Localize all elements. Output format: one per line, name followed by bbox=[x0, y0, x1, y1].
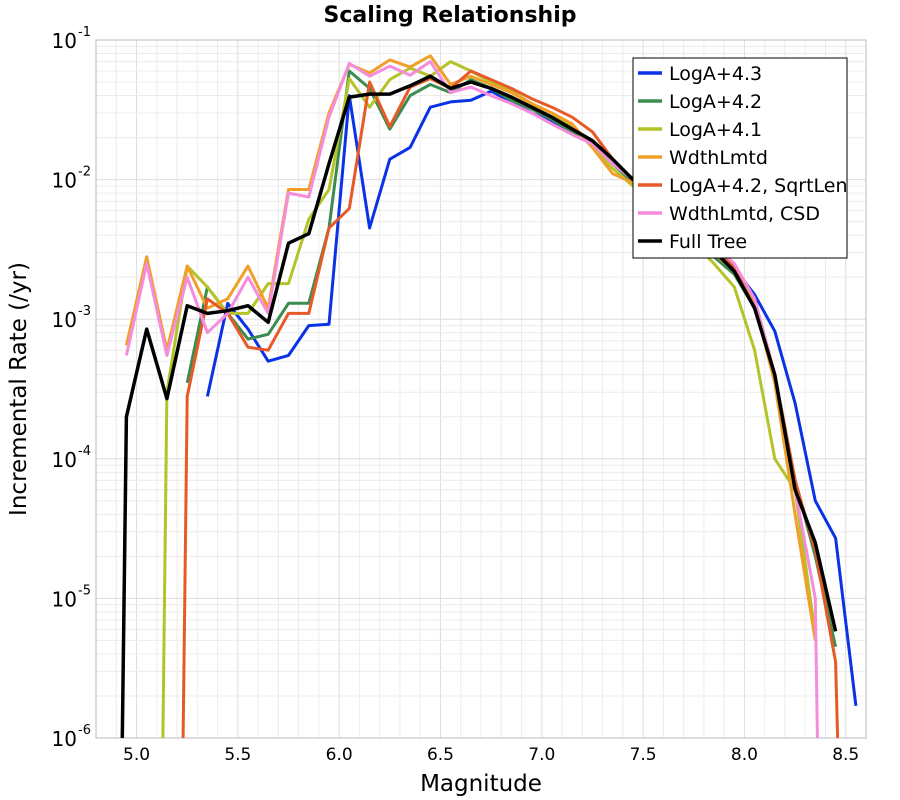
y-tick-label: 10 bbox=[52, 727, 77, 751]
y-tick-exponent: -4 bbox=[78, 444, 91, 459]
plot-area bbox=[95, 39, 867, 739]
y-tick-label: 10 bbox=[52, 448, 77, 472]
series-line-2 bbox=[185, 69, 838, 648]
y-tick-exponent: -6 bbox=[78, 723, 91, 738]
legend-label: LogA+4.2 bbox=[669, 91, 762, 113]
y-tick-label: 10 bbox=[52, 29, 77, 53]
chart-title: Scaling Relationship bbox=[323, 3, 576, 28]
y-tick-label: 10 bbox=[52, 308, 77, 332]
legend: LogA+4.3 LogA+4.2 LogA+4.1 WdthLmtd LogA+4.2… bbox=[632, 57, 848, 259]
legend-label: WdthLmtd, CSD bbox=[669, 203, 820, 225]
legend-box bbox=[632, 57, 848, 259]
x-tick-label: 6.0 bbox=[326, 745, 353, 765]
legend-label: LogA+4.3 bbox=[669, 63, 762, 85]
y-tick-exponent: -5 bbox=[78, 583, 91, 598]
legend-label: LogA+4.2, SqrtLen bbox=[669, 175, 848, 197]
legend-label: Full Tree bbox=[669, 231, 747, 253]
legend-label: WdthLmtd bbox=[669, 147, 768, 169]
y-tick-label: 10 bbox=[52, 169, 77, 193]
x-tick-label: 6.5 bbox=[427, 745, 454, 765]
x-tick-label: 8.0 bbox=[731, 745, 758, 765]
y-axis-ticks: 10-610-510-410-310-210-1 bbox=[52, 25, 91, 751]
x-axis-label: Magnitude bbox=[420, 771, 542, 797]
x-tick-label: 5.0 bbox=[123, 745, 150, 765]
grid bbox=[95, 40, 867, 739]
y-axis-label: Incremental Rate (/yr) bbox=[6, 262, 32, 516]
y-tick-exponent: -2 bbox=[78, 165, 91, 180]
x-tick-label: 8.5 bbox=[832, 745, 859, 765]
x-tick-label: 7.0 bbox=[528, 745, 555, 765]
y-tick-exponent: -1 bbox=[78, 25, 91, 40]
x-axis-ticks: 5.0 5.5 6.0 6.5 7.0 7.5 8.0 8.5 bbox=[123, 745, 859, 765]
x-tick-label: 5.5 bbox=[224, 745, 251, 765]
x-tick-label: 7.5 bbox=[630, 745, 657, 765]
y-tick-label: 10 bbox=[52, 587, 77, 611]
y-tick-exponent: -3 bbox=[78, 304, 91, 319]
legend-label: LogA+4.1 bbox=[669, 119, 762, 141]
